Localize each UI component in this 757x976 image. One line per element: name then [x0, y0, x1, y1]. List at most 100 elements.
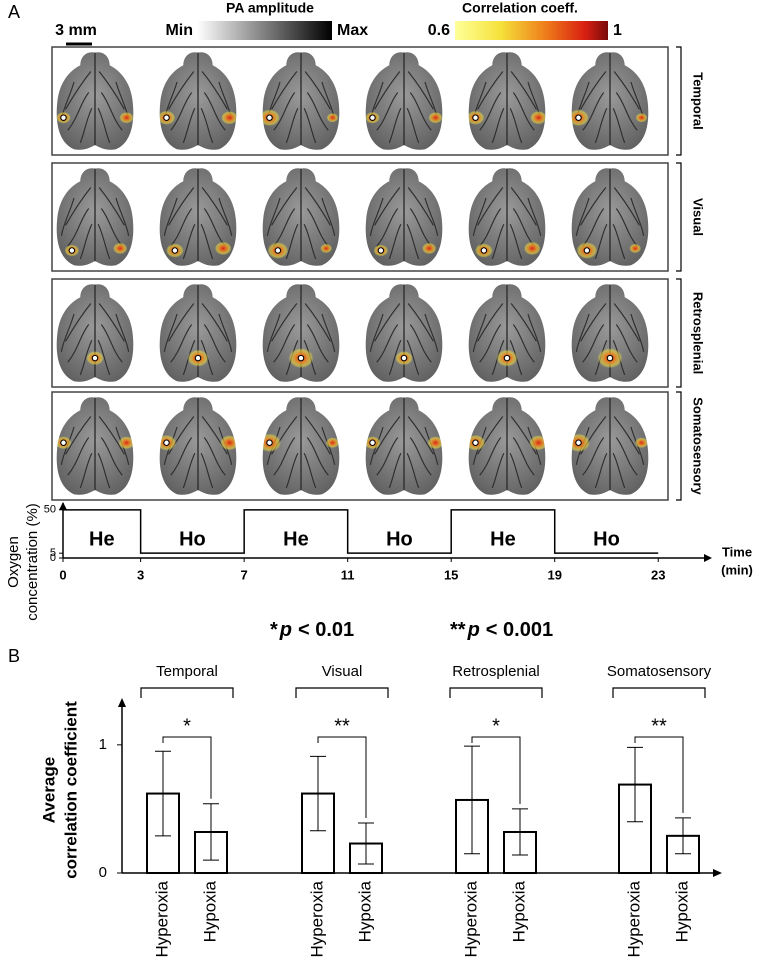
- brain-image: [159, 52, 237, 150]
- brain-clip: [468, 52, 546, 150]
- vessel: [170, 92, 193, 131]
- group-bracket: [449, 687, 543, 698]
- activation: [326, 112, 339, 123]
- x-tick-label: 11: [341, 567, 355, 582]
- vessel: [163, 313, 178, 352]
- brain-image: [262, 168, 340, 266]
- error-bar: [203, 803, 219, 861]
- brain-image: [571, 397, 649, 495]
- vessel: [203, 437, 226, 476]
- vessel: [409, 92, 432, 131]
- colorbar-max: 1: [613, 22, 622, 39]
- x-axis-label: (min): [721, 562, 753, 577]
- colorbar-max: Max: [337, 22, 368, 39]
- row-frame: [51, 391, 669, 501]
- x-tick-label: Hypoxia: [200, 880, 219, 942]
- x-tick-label: Hyperoxia: [624, 880, 643, 957]
- x-tick-label: Hypoxia: [509, 880, 528, 942]
- seed-point: [171, 247, 179, 254]
- activation: [320, 243, 333, 254]
- error-bar: [627, 746, 643, 823]
- row-frame: [51, 46, 669, 156]
- vessel: [201, 416, 228, 455]
- vessel: [65, 303, 92, 342]
- brain-clip: [56, 397, 134, 495]
- vessel: [477, 187, 504, 226]
- brain-image: [468, 397, 546, 495]
- seed-point: [480, 247, 488, 254]
- brain-clip: [571, 52, 649, 150]
- vessel: [100, 437, 123, 476]
- oxygen-line: [63, 509, 659, 554]
- vessel: [582, 92, 605, 131]
- vessel: [97, 107, 111, 144]
- brain-image: [262, 284, 340, 382]
- vessel: [168, 416, 195, 455]
- annotation: Ho: [386, 528, 413, 550]
- vessel: [512, 324, 535, 363]
- vessel: [303, 223, 317, 260]
- activation: [529, 435, 546, 451]
- vessel: [479, 324, 502, 363]
- vessel: [575, 197, 590, 236]
- vessel: [612, 223, 626, 260]
- vessel: [388, 452, 402, 489]
- vessel: [407, 187, 434, 226]
- vessel: [613, 71, 640, 110]
- vessel: [407, 303, 434, 342]
- brain-image: [159, 284, 237, 382]
- significance-stars: *: [183, 715, 191, 737]
- vessel: [479, 92, 502, 131]
- brain-clip: [159, 397, 237, 495]
- vessel: [67, 324, 90, 363]
- brain-image: [159, 168, 237, 266]
- activation: [428, 111, 443, 124]
- brain-clip: [571, 284, 649, 382]
- row-label: Retrosplenial: [691, 292, 706, 374]
- colorbar: [455, 21, 608, 40]
- vessel: [580, 187, 607, 226]
- colorbar-min: 0.6: [428, 22, 450, 39]
- vessel: [512, 92, 535, 131]
- significance-stars: **: [334, 715, 350, 737]
- x-tick-label: Hyperoxia: [461, 880, 480, 957]
- vessel: [273, 92, 296, 131]
- vessel: [406, 339, 420, 376]
- vessel: [477, 303, 504, 342]
- vessel: [98, 303, 125, 342]
- vessel: [510, 303, 537, 342]
- legend-stars: **: [450, 619, 466, 641]
- brain-image: [468, 52, 546, 150]
- vessel: [304, 416, 331, 455]
- annotation: He: [490, 528, 516, 550]
- vessel: [201, 187, 228, 226]
- seed-point: [583, 247, 591, 254]
- vessel: [115, 197, 130, 236]
- legend-threshold: < 0.001: [486, 619, 553, 641]
- seed-point: [400, 354, 408, 362]
- group-label: Retrosplenial: [452, 663, 540, 680]
- vessel: [580, 303, 607, 342]
- colorbar-title: PA amplitude: [226, 0, 314, 16]
- vessel: [615, 324, 638, 363]
- y-axis-label: concentration (%): [24, 503, 41, 621]
- error-bar: [512, 808, 528, 856]
- seed-point: [472, 114, 479, 121]
- vessel: [203, 92, 226, 131]
- vessel: [424, 197, 439, 236]
- vessel: [182, 223, 196, 260]
- annotation: Ho: [179, 528, 206, 550]
- row-bracket: [676, 391, 682, 501]
- significance-legend: ** p < 0.001: [450, 619, 553, 641]
- significance-bracket: [471, 736, 521, 804]
- vessel: [271, 187, 298, 226]
- vessel: [479, 208, 502, 247]
- group-bracket: [295, 687, 389, 698]
- brain-image: [468, 284, 546, 382]
- brain-image: [159, 397, 237, 495]
- vessel: [266, 197, 281, 236]
- vessel: [575, 313, 590, 352]
- activation: [119, 111, 134, 124]
- vessel: [406, 223, 420, 260]
